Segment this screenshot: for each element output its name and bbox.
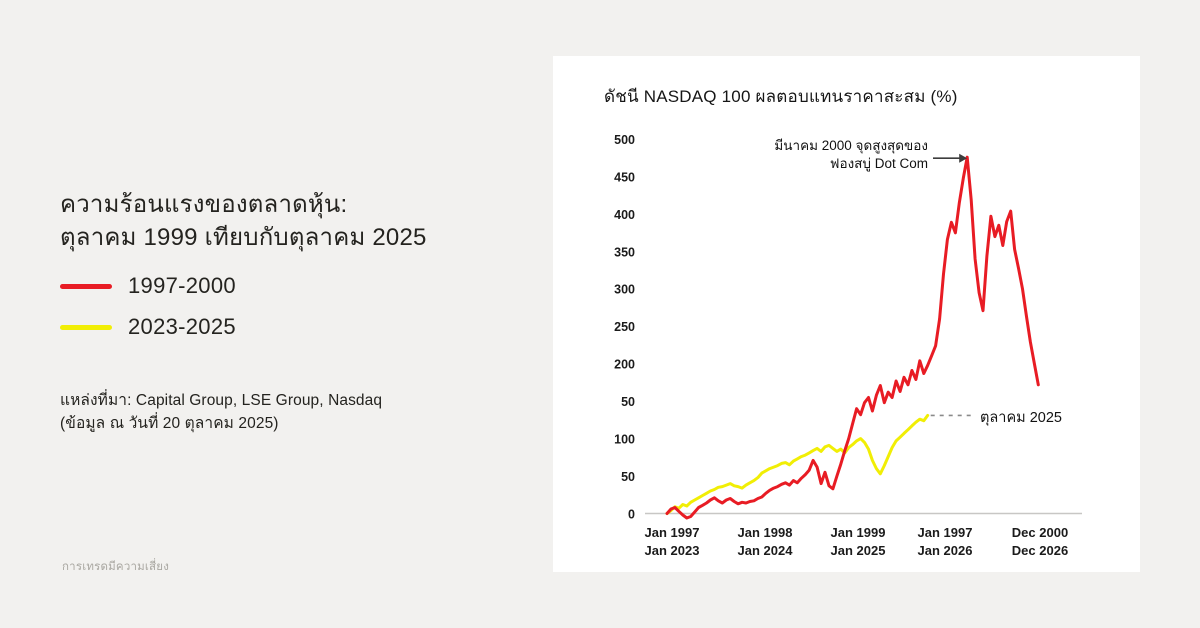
source-note: แหล่งที่มา: Capital Group, LSE Group, Na… xyxy=(60,389,520,435)
x-tick-label-bottom: Dec 2026 xyxy=(1012,543,1068,558)
legend-item-1997-2000: 1997-2000 xyxy=(60,273,236,298)
x-tick-label-top: Jan 1999 xyxy=(831,525,886,540)
legend-swatch-red xyxy=(60,283,112,289)
y-tick-label: 500 xyxy=(614,133,635,147)
x-tick-label-top: Jan 1997 xyxy=(645,525,700,540)
legend-label: 1997-2000 xyxy=(128,273,236,298)
y-tick-label: 400 xyxy=(614,208,635,222)
risk-disclaimer: การเทรดมีความเสี่ยง xyxy=(62,561,170,573)
x-tick-label-top: Jan 1998 xyxy=(738,525,793,540)
legend-swatch-yellow xyxy=(60,324,112,330)
series-line-2023-2025 xyxy=(665,413,930,515)
chart-title: ดัชนี NASDAQ 100 ผลตอบแทนราคาสะสม (%) xyxy=(604,87,958,106)
x-tick-label-bottom: Jan 2024 xyxy=(738,543,794,558)
annotation-dotcom-line1: มีนาคม 2000 จุดสูงสุดของ xyxy=(774,138,928,153)
source-line1: แหล่งที่มา: Capital Group, LSE Group, Na… xyxy=(60,392,383,409)
annotation-oct-2025: ตุลาคม 2025 xyxy=(980,410,1062,426)
series-line-1997-2000 xyxy=(665,155,1040,520)
x-tick-label-top: Jan 1997 xyxy=(918,525,973,540)
x-tick-label-top: Dec 2000 xyxy=(1012,525,1068,540)
legend-label: 2023-2025 xyxy=(128,314,236,339)
y-tick-label: 0 xyxy=(628,507,635,521)
dotcom-arrow-head xyxy=(959,153,968,163)
y-tick-label: 50 xyxy=(621,470,635,484)
page-title: ความร้อนแรงของตลาดหุ้น: ตุลาคม 1999 เทีย… xyxy=(60,188,530,254)
annotation-dotcom-peak: มีนาคม 2000 จุดสูงสุดของ ฟองสบู่ Dot Com xyxy=(668,137,928,172)
y-tick-label: 350 xyxy=(614,245,635,259)
annotation-dotcom-line2: ฟองสบู่ Dot Com xyxy=(829,155,928,171)
chart-panel: ดัชนี NASDAQ 100 ผลตอบแทนราคาสะสม (%) 50… xyxy=(553,56,1140,572)
y-tick-label: 100 xyxy=(614,432,635,446)
x-tick-label-bottom: Jan 2026 xyxy=(918,543,973,558)
page-title-line1: ความร้อนแรงของตลาดหุ้น: xyxy=(60,191,348,218)
y-tick-label: 450 xyxy=(614,170,635,184)
y-tick-label: 50 xyxy=(621,395,635,409)
y-tick-label: 300 xyxy=(614,283,635,297)
y-tick-label: 250 xyxy=(614,320,635,334)
legend-item-2023-2025: 2023-2025 xyxy=(60,314,236,339)
x-tick-label-bottom: Jan 2023 xyxy=(645,543,700,558)
page-title-line2: ตุลาคม 1999 เทียบกับตุลาคม 2025 xyxy=(60,224,427,251)
x-tick-label-bottom: Jan 2025 xyxy=(831,543,886,558)
y-tick-label: 200 xyxy=(614,358,635,372)
source-line2: (ข้อมูล ณ วันที่ 20 ตุลาคม 2025) xyxy=(60,415,279,432)
